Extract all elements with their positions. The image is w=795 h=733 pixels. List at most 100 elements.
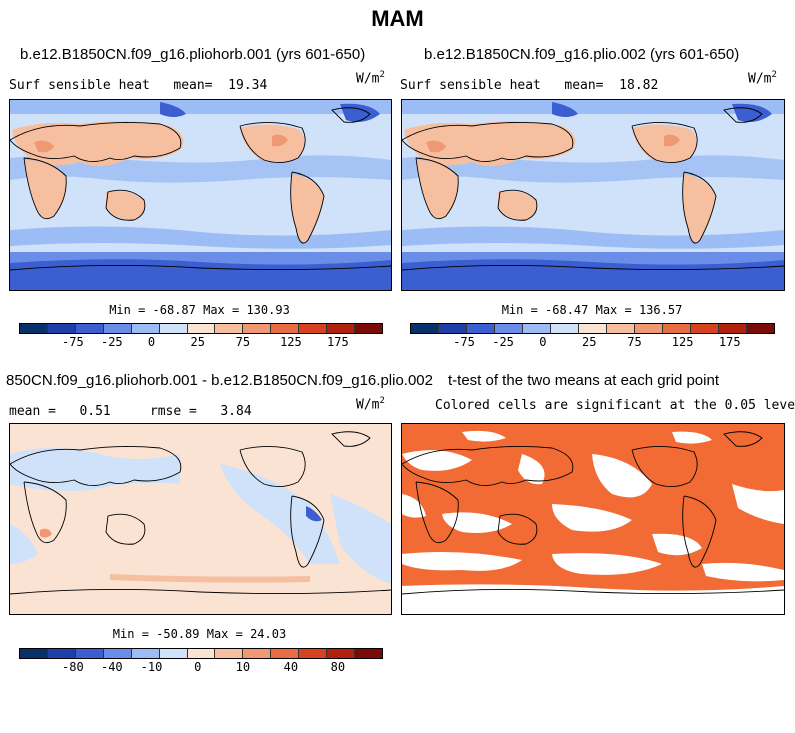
colorbar-box	[187, 324, 216, 333]
panel2-tick: 25	[581, 335, 597, 349]
colorbar-box	[159, 649, 188, 658]
panel2-tick: 75	[627, 335, 642, 349]
panel1-colorbar	[19, 323, 383, 334]
panel3-mean-value: 0.51	[79, 404, 111, 419]
colorbar-box	[719, 324, 747, 333]
panel1-colorbar-ticks: -75 -25 0 25 75 125 175	[19, 335, 383, 349]
panel2-variable: Surf sensible heat	[400, 78, 541, 93]
colorbar-box	[439, 324, 467, 333]
panel3-tick: 10	[235, 660, 251, 674]
colorbar-box	[523, 324, 551, 333]
panel4-case-title: t-test of the two means at each grid poi…	[448, 372, 719, 389]
panel1-map-svg	[10, 100, 391, 290]
panel2-subtitle: Surf sensible heat mean= 18.82	[400, 78, 658, 93]
colorbar-box	[327, 649, 356, 658]
colorbar-box	[495, 324, 523, 333]
panel2-map-svg	[402, 100, 784, 290]
colorbar-box	[551, 324, 579, 333]
panel1-case-title: b.e12.B1850CN.f09_g16.pliohorb.001 (yrs …	[20, 46, 366, 63]
panel3-colorbar-boxes	[19, 648, 383, 659]
panel2-tick: -75	[453, 335, 475, 349]
panel1-tick: 0	[147, 335, 156, 349]
panel2-case-title: b.e12.B1850CN.f09_g16.plio.002 (yrs 601-…	[424, 46, 740, 63]
colorbar-box	[691, 324, 719, 333]
panel2-colorbar-ticks: -75 -25 0 25 75 125 175	[410, 335, 775, 349]
colorbar-box	[411, 324, 439, 333]
panel2-units: W/m2	[748, 70, 777, 87]
colorbar-box	[20, 649, 48, 658]
colorbar-box	[103, 324, 132, 333]
colorbar-box	[47, 324, 76, 333]
panel2-tick: 0	[539, 335, 547, 349]
panel3-tick: -40	[100, 660, 123, 674]
colorbar-box	[75, 324, 104, 333]
colorbar-box	[159, 324, 188, 333]
panel1-subtitle: Surf sensible heat mean= 19.34	[9, 78, 267, 93]
colorbar-box	[271, 649, 300, 658]
panel3-rmse-label: rmse =	[149, 404, 197, 419]
colorbar-box	[747, 324, 774, 333]
colorbar-box	[635, 324, 663, 333]
colorbar-box	[131, 649, 160, 658]
panel1-tick: -75	[62, 335, 84, 349]
panel3-tick: 80	[330, 660, 346, 674]
panel3-minmax: Min = -50.89 Max = 24.03	[112, 627, 287, 641]
colorbar-box	[215, 324, 244, 333]
colorbar-box	[215, 649, 244, 658]
panel3-colorbar	[19, 648, 383, 659]
colorbar-box	[467, 324, 495, 333]
panel2-colorbar-boxes	[410, 323, 775, 334]
figure-title: MAM	[371, 6, 424, 31]
panel2-tick: 175	[718, 335, 741, 349]
panel2-tick: 125	[671, 335, 694, 349]
colorbar-box	[355, 324, 382, 333]
panel3-colorbar-ticks: -80 -40 -10 0 10 40 80	[19, 660, 383, 674]
panel2-mean-value: 18.82	[619, 78, 659, 93]
panel1-units: W/m2	[356, 70, 385, 87]
panel1-mean-value: 19.34	[228, 78, 268, 93]
panel1-variable: Surf sensible heat	[9, 78, 150, 93]
panel3-case-title: 850CN.f09_g16.pliohorb.001 - b.e12.B1850…	[6, 372, 433, 389]
panel2-minmax: Min = -68.47 Max = 136.57	[501, 303, 683, 317]
colorbar-box	[271, 324, 300, 333]
panel2-mean-label: mean=	[564, 78, 604, 93]
panel3-map-svg	[10, 424, 391, 614]
panel2-map	[401, 99, 785, 291]
colorbar-box	[131, 324, 160, 333]
panel3-mean-label: mean =	[9, 404, 56, 419]
colorbar-box	[20, 324, 48, 333]
panel1-tick: 175	[327, 335, 349, 349]
panel1-colorbar-boxes	[19, 323, 383, 334]
colorbar-box	[187, 649, 216, 658]
colorbar-box	[75, 649, 104, 658]
panel3-tick: 0	[194, 660, 202, 674]
colorbar-box	[299, 324, 328, 333]
panel4-subtitle: Colored cells are significant at the 0.0…	[435, 398, 795, 413]
panel1-minmax: Min = -68.87 Max = 130.93	[109, 303, 290, 317]
panel1-mean-label: mean=	[173, 78, 213, 93]
panel1-map	[9, 99, 392, 291]
colorbar-box	[243, 649, 272, 658]
colorbar-box	[327, 324, 356, 333]
colorbar-box	[243, 324, 272, 333]
colorbar-box	[663, 324, 691, 333]
panel3-tick: 40	[283, 660, 299, 674]
panel1-tick: 25	[190, 335, 205, 349]
colorbar-box	[103, 649, 132, 658]
panel3-subtitle: mean = 0.51 rmse = 3.84	[9, 404, 252, 419]
colorbar-box	[299, 649, 328, 658]
panel4-map	[401, 423, 785, 615]
panel3-rmse-value: 3.84	[220, 404, 252, 419]
panel3-tick: -10	[140, 660, 163, 674]
panel3-units: W/m2	[356, 396, 385, 413]
panel3-map	[9, 423, 392, 615]
colorbar-box	[579, 324, 607, 333]
colorbar-box	[355, 649, 382, 658]
panel2-colorbar	[410, 323, 775, 334]
panel4-map-svg	[402, 424, 784, 614]
colorbar-box	[607, 324, 635, 333]
panel1-tick: 75	[235, 335, 251, 349]
panel1-tick: -25	[100, 335, 123, 349]
colorbar-box	[47, 649, 76, 658]
panel3-tick: -80	[62, 660, 84, 674]
